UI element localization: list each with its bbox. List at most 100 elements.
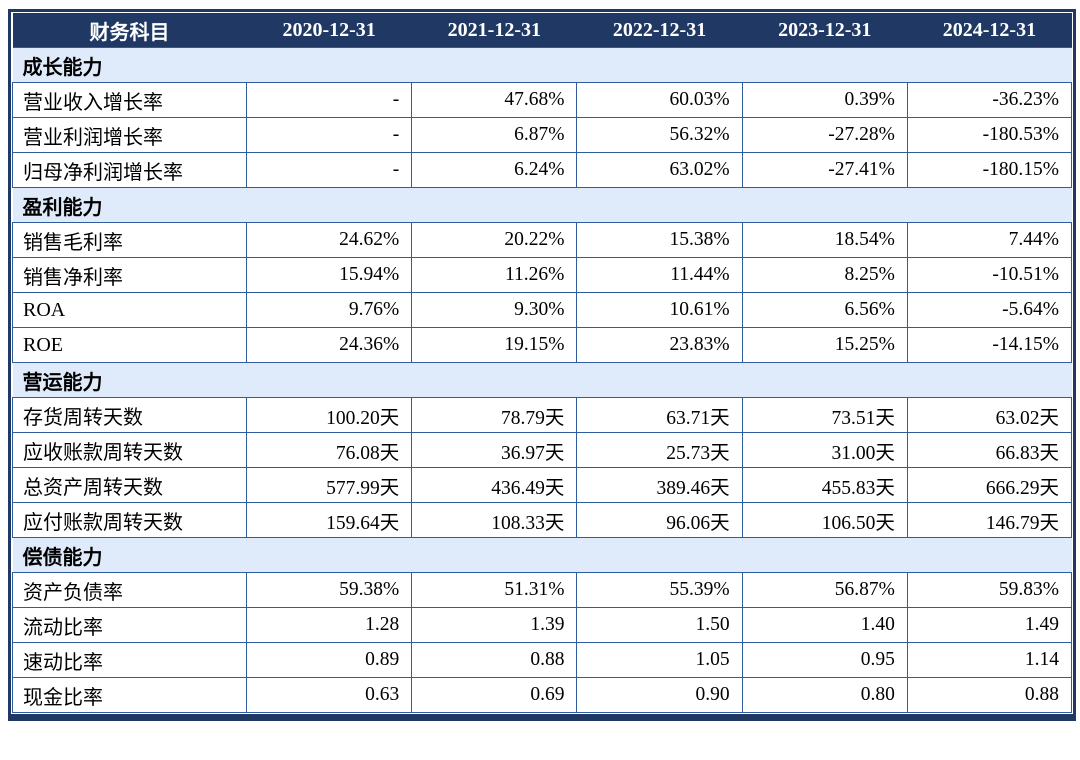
row-label: 总资产周转天数 [11,467,248,503]
header-row: 财务科目 2020-12-31 2021-12-31 2022-12-31 20… [12,13,1072,48]
cell-value: 1.14 [906,642,1073,678]
section-row: 成长能力 [12,47,1072,83]
row-label: 现金比率 [11,677,248,713]
section-row: 盈利能力 [12,187,1072,223]
cell-value: 0.89 [246,642,413,678]
row-label: 销售净利率 [11,257,248,293]
cell-value: 577.99天 [246,467,413,503]
cell-value: 60.03% [576,82,743,118]
table-row: 总资产周转天数 577.99天 436.49天 389.46天 455.83天 666.2… [11,467,1073,503]
table-header: 财务科目 2020-12-31 2021-12-31 2022-12-31 20… [12,13,1072,48]
cell-value: 0.63 [246,677,413,713]
cell-value: 66.83天 [906,432,1073,468]
cell-value: 100.20天 [246,397,413,433]
table-row: 销售毛利率 24.62% 20.22% 15.38% 18.54% 7.44% [11,222,1073,258]
cell-value: 31.00天 [741,432,908,468]
row-label: 资产负债率 [11,572,248,608]
row-label: 归母净利润增长率 [11,152,248,188]
section-row: 偿债能力 [12,537,1072,573]
cell-value: 15.38% [576,222,743,258]
cell-value: 8.25% [741,257,908,293]
cell-value: 36.97天 [411,432,578,468]
cell-value: 6.87% [411,117,578,153]
cell-value: 63.71天 [576,397,743,433]
table-row: 速动比率 0.89 0.88 1.05 0.95 1.14 [11,642,1073,678]
cell-value: 389.46天 [576,467,743,503]
cell-value: 0.39% [741,82,908,118]
table-row: 资产负债率 59.38% 51.31% 55.39% 56.87% 59.83% [11,572,1073,608]
table-row: 营业利润增长率 -6.87% 56.32% -27.28% -180.53% [11,117,1073,153]
cell-value: 23.83% [576,327,743,363]
cell-value: 1.50 [576,607,743,643]
cell-value: 1.40 [741,607,908,643]
cell-value: 18.54% [741,222,908,258]
cell-value: 146.79天 [906,502,1073,538]
cell-value: 20.22% [411,222,578,258]
cell-value: 0.90 [576,677,743,713]
cell-value: 455.83天 [741,467,908,503]
cell-value: 1.49 [906,607,1073,643]
cell-value: 25.73天 [576,432,743,468]
header-cell-date: 2020-12-31 [246,13,412,48]
table-row: 营业收入增长率 -47.68% 60.03% 0.39% -36.23% [11,82,1073,118]
table-row: 存货周转天数 100.20天 78.79天 63.71天 73.51天 63.02天 [11,397,1073,433]
cell-value: 0.88 [906,677,1073,713]
cell-value: -14.15% [906,327,1073,363]
row-label: 流动比率 [11,607,248,643]
cell-value: 0.80 [741,677,908,713]
cell-value: 6.24% [411,152,578,188]
cell-value: 55.39% [576,572,743,608]
financial-table-frame: 财务科目 2020-12-31 2021-12-31 2022-12-31 20… [8,9,1076,721]
row-label: 存货周转天数 [11,397,248,433]
header-cell-date: 2024-12-31 [907,13,1072,48]
header-cell-date: 2023-12-31 [742,13,908,48]
cell-value: 59.83% [906,572,1073,608]
cell-value: 1.05 [576,642,743,678]
table-row: 现金比率 0.63 0.69 0.90 0.80 0.88 [11,677,1073,713]
cell-value: 6.56% [741,292,908,328]
cell-value: 47.68% [411,82,578,118]
table-row: ROA 9.76% 9.30% 10.61% 6.56% -5.64% [11,292,1073,328]
table-row: 流动比率 1.28 1.39 1.50 1.40 1.49 [11,607,1073,643]
cell-value: 24.36% [246,327,413,363]
cell-value: 7.44% [906,222,1073,258]
cell-value: - [246,82,413,118]
cell-value: 19.15% [411,327,578,363]
section-title: 偿债能力 [12,537,1072,573]
row-label: 营业收入增长率 [11,82,248,118]
section-title: 盈利能力 [12,187,1072,223]
table-row: 归母净利润增长率 -6.24% 63.02% -27.41% -180.15% [11,152,1073,188]
cell-value: 108.33天 [411,502,578,538]
header-cell-date: 2022-12-31 [576,13,743,48]
cell-value: -5.64% [906,292,1073,328]
table-row: 销售净利率 15.94% 11.26% 11.44% 8.25% -10.51% [11,257,1073,293]
cell-value: -180.53% [906,117,1073,153]
cell-value: 159.64天 [246,502,413,538]
cell-value: 11.44% [576,257,743,293]
cell-value: 0.95 [741,642,908,678]
cell-value: 0.88 [411,642,578,678]
table-body: 成长能力 营业收入增长率 -47.68% 60.03% 0.39% -36.23% 营业利润… [11,47,1073,713]
table-row: 应付账款周转天数 159.64天 108.33天 96.06天 106.50天 146.7… [11,502,1073,538]
cell-value: 78.79天 [411,397,578,433]
cell-value: 24.62% [246,222,413,258]
cell-value: 15.94% [246,257,413,293]
row-label: ROA [11,292,248,328]
cell-value: 56.87% [741,572,908,608]
cell-value: 73.51天 [741,397,908,433]
cell-value: -10.51% [906,257,1073,293]
cell-value: -27.41% [741,152,908,188]
cell-value: 59.38% [246,572,413,608]
cell-value: 1.39 [411,607,578,643]
table-row: 应收账款周转天数 76.08天 36.97天 25.73天 31.00天 66.83天 [11,432,1073,468]
cell-value: 11.26% [411,257,578,293]
cell-value: 436.49天 [411,467,578,503]
cell-value: -27.28% [741,117,908,153]
header-cell-date: 2021-12-31 [411,13,577,48]
cell-value: 1.28 [246,607,413,643]
cell-value: 15.25% [741,327,908,363]
financial-metrics-table: 财务科目 2020-12-31 2021-12-31 2022-12-31 20… [11,13,1073,713]
cell-value: 51.31% [411,572,578,608]
cell-value: 9.30% [411,292,578,328]
row-label: 速动比率 [11,642,248,678]
